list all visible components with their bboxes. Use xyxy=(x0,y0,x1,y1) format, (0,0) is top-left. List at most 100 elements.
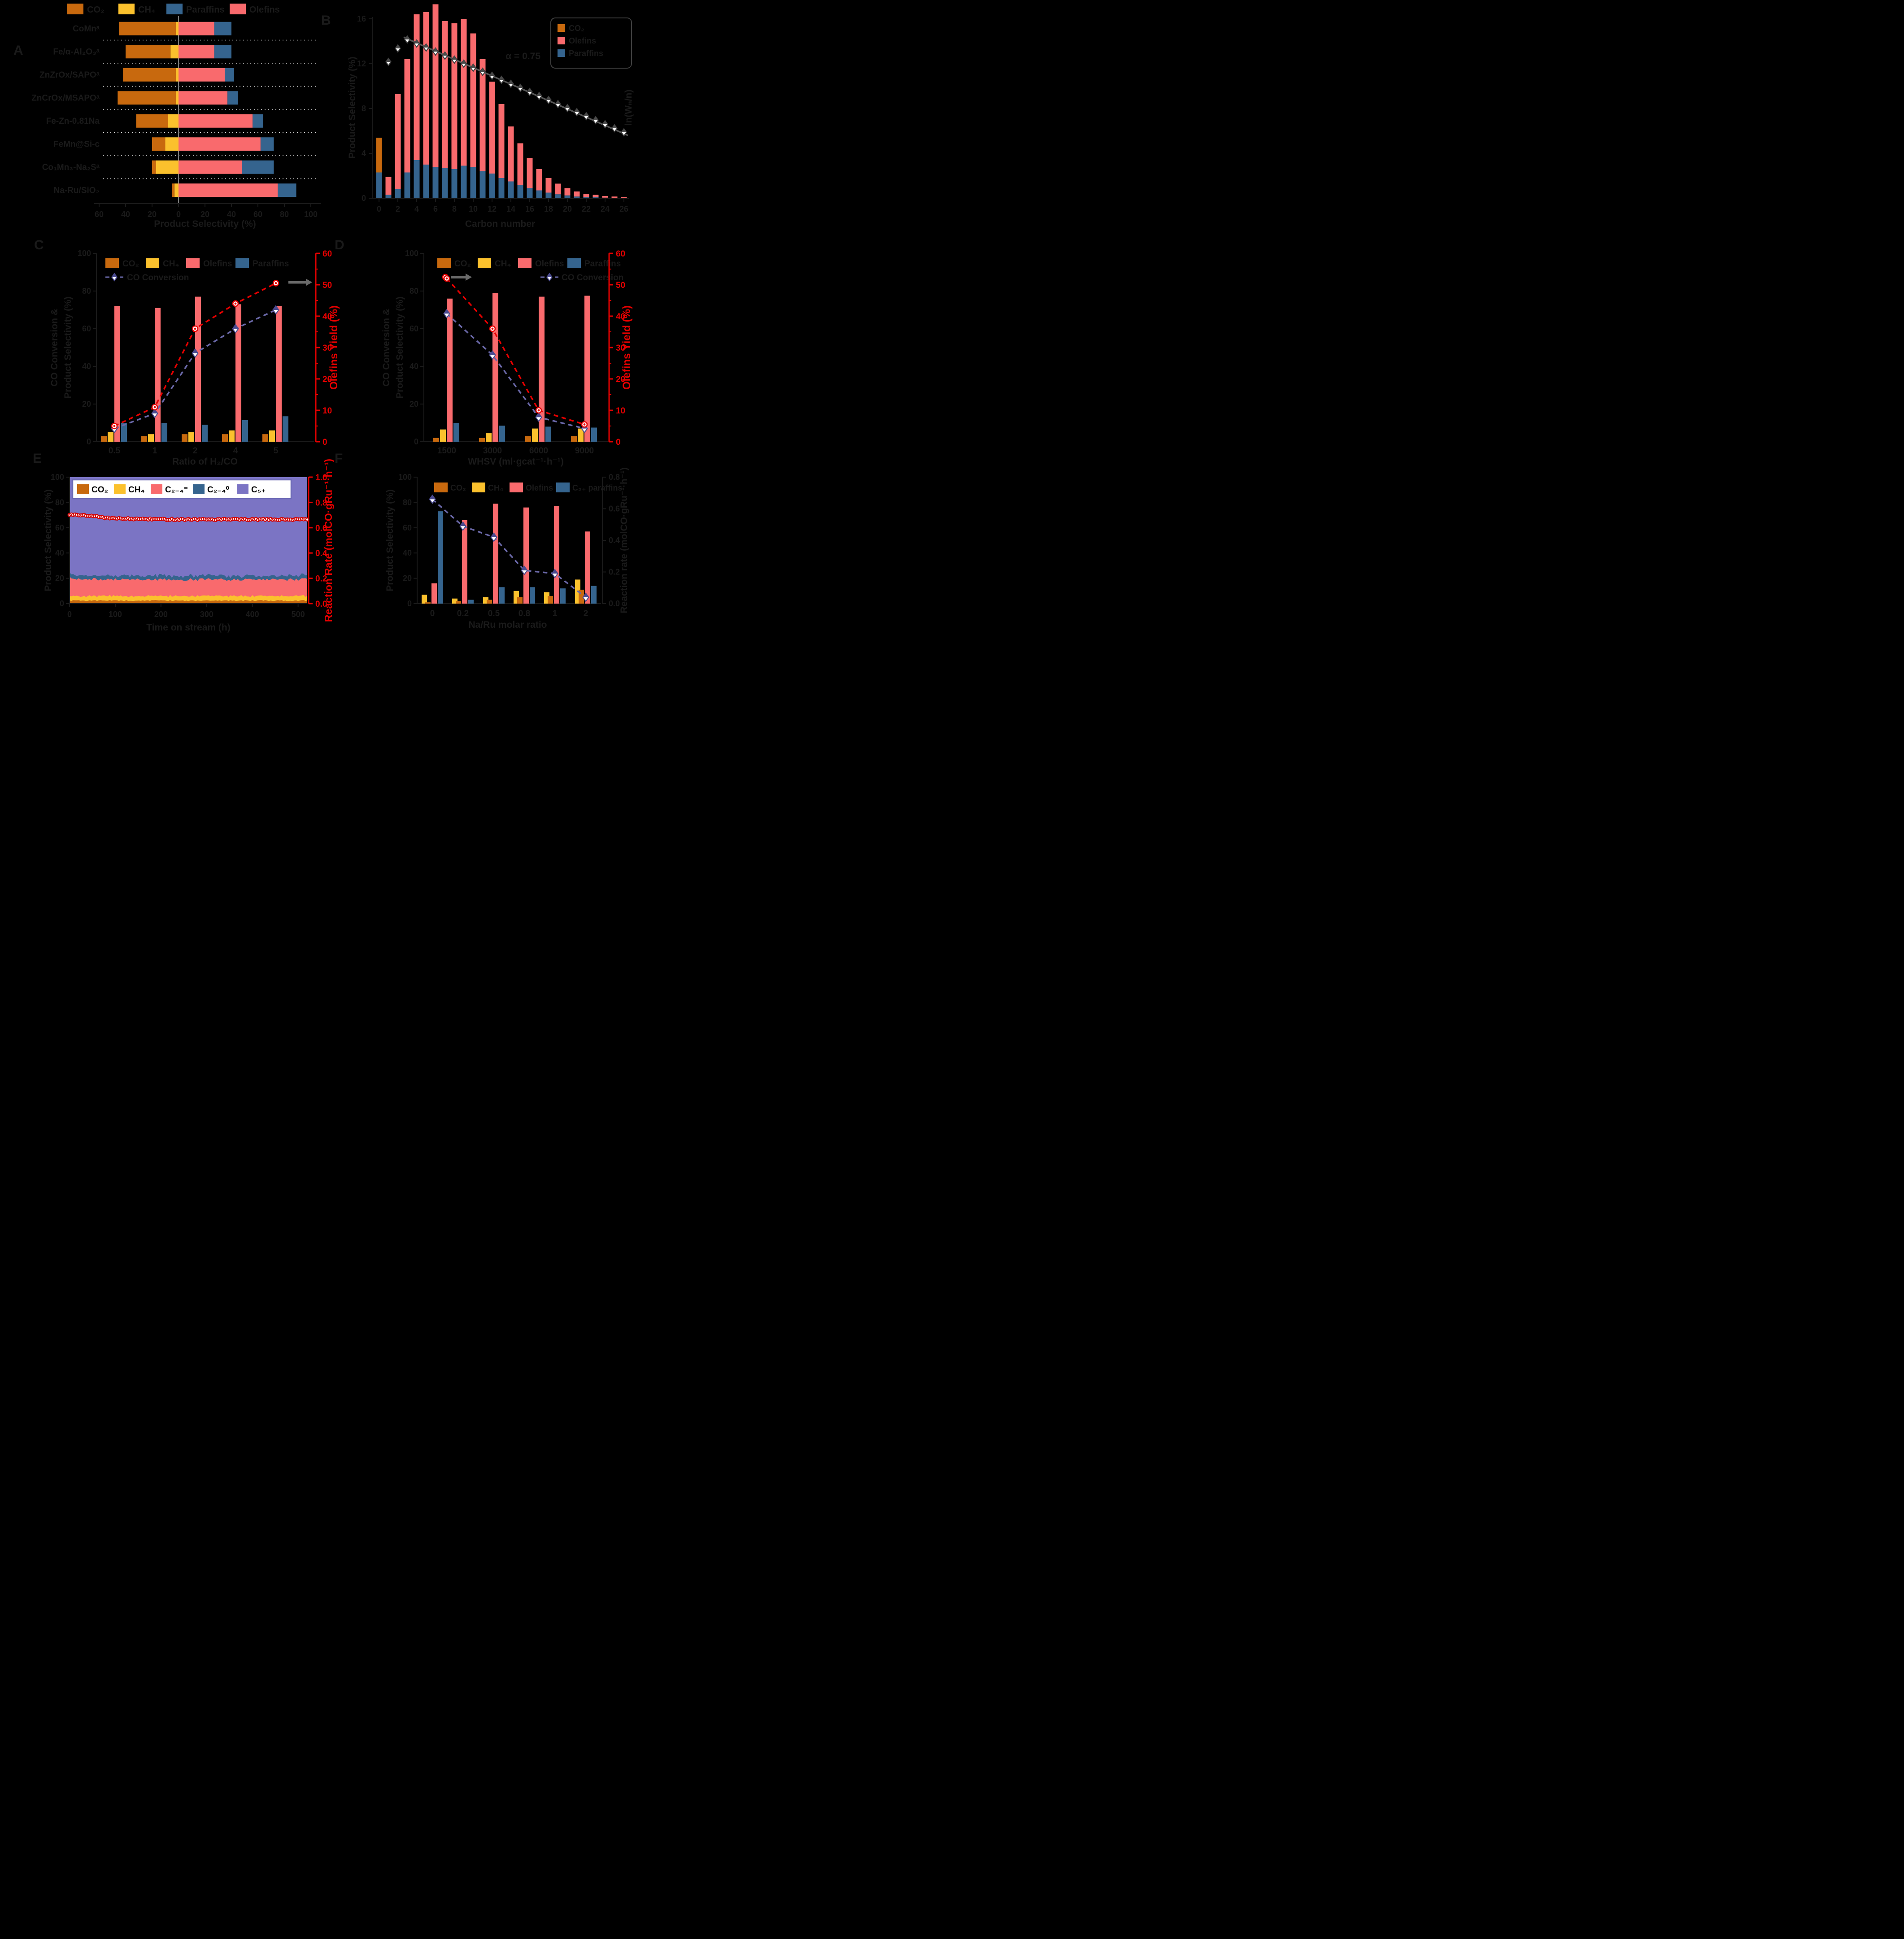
bar-ch4 xyxy=(176,91,179,105)
panel-a-label: A xyxy=(13,43,23,58)
panel-b-alpha-annotation: α = 0.75 xyxy=(505,51,540,61)
asf-diamond-marker xyxy=(508,80,514,84)
right-tick-label: 10 xyxy=(616,406,625,416)
x-tick-label: 26 xyxy=(619,204,628,213)
legend-swatch-CO₂ xyxy=(105,258,119,268)
bar-olefins xyxy=(179,91,228,105)
asf-diamond-marker xyxy=(518,84,523,88)
category-label: Na-Ru/SiO₂ xyxy=(54,186,100,195)
co-conversion-marker xyxy=(273,306,279,310)
bar-paraffins xyxy=(161,423,167,442)
bar-co2 xyxy=(487,600,492,604)
asf-diamond-marker xyxy=(414,40,419,43)
right-tick-label: 40 xyxy=(616,312,625,322)
bar-paraffins xyxy=(499,587,505,604)
y-tick-label: 100 xyxy=(78,249,91,258)
legend-swatch-CO₂ xyxy=(437,258,451,268)
bar-co2 xyxy=(517,597,523,604)
bar-co2 xyxy=(571,436,577,442)
y-tick-label: 100 xyxy=(405,249,418,258)
bar-olefins xyxy=(179,22,214,35)
bar-paraffins xyxy=(225,68,234,82)
panel-e-xlabel: Time on stream (h) xyxy=(146,622,230,633)
asf-diamond-marker xyxy=(461,60,466,64)
bar-ch4 xyxy=(229,430,235,442)
rate-marker xyxy=(552,570,558,574)
y-tick-label: 12 xyxy=(357,59,366,68)
y-tick-label: 60 xyxy=(82,324,91,333)
bar-ch4 xyxy=(176,68,179,82)
legend-swatch-CO₂ xyxy=(77,484,89,494)
x-tick-label: 4 xyxy=(233,446,238,456)
legend-label: Paraffins xyxy=(584,259,621,269)
right-tick-label: 0.6 xyxy=(609,504,620,513)
x-tick-label: 20 xyxy=(563,204,572,213)
panel-d-label: D xyxy=(335,238,344,252)
asf-diamond-marker xyxy=(565,104,570,108)
olefins-yield-marker xyxy=(194,327,196,330)
right-tick-label: 0.0 xyxy=(609,599,620,608)
legend-box xyxy=(550,17,632,69)
bar-olefins xyxy=(404,59,410,173)
x-tick-label: 400 xyxy=(246,610,259,619)
x-tick-label: 10 xyxy=(469,204,478,213)
panel-a-xlabel: Product Selectivity (%) xyxy=(154,219,256,229)
bar-co2 xyxy=(118,91,176,105)
category-label: ZnZrOx/SAPOᵃ xyxy=(39,70,100,80)
y-tick-label: 20 xyxy=(55,574,64,583)
bar-olefins xyxy=(195,296,201,442)
asf-diamond-marker xyxy=(612,125,617,128)
right-tick-label: 0 xyxy=(322,438,327,447)
panel-c-xlabel: Ratio of H₂/CO xyxy=(172,456,238,467)
legend-swatch-Paraffins xyxy=(558,49,565,57)
x-tick-label: 6 xyxy=(433,204,438,213)
y-tick-label: 80 xyxy=(55,498,64,507)
y-tick-label: 40 xyxy=(403,548,412,557)
x-tick-label: 60 xyxy=(95,210,104,219)
bar-olefins xyxy=(179,183,278,197)
bar-ch4 xyxy=(440,429,446,442)
bar-paraffins xyxy=(545,426,551,442)
x-tick-label: 0 xyxy=(67,610,72,619)
rate-marker xyxy=(491,533,497,537)
asf-diamond-marker xyxy=(423,44,429,48)
x-tick-label: 1 xyxy=(553,609,558,618)
rate-marker xyxy=(429,495,436,500)
co-conversion-marker xyxy=(489,351,496,355)
olefins-yield-marker xyxy=(537,409,540,412)
panel-d-ylabel-1: CO Conversion & xyxy=(381,309,392,387)
bar-olefins xyxy=(179,137,261,151)
bar-ch4 xyxy=(108,432,113,442)
bar-co2 xyxy=(126,45,171,59)
bar-paraffins xyxy=(530,587,535,604)
bar-paraffins xyxy=(242,420,248,442)
co-conversion-marker xyxy=(152,409,158,413)
legend-label: Paraffins xyxy=(253,259,289,269)
panel-c-label: C xyxy=(34,238,44,252)
legend-swatch-CH₄ xyxy=(146,258,159,268)
bar-olefins xyxy=(498,104,505,178)
legend-label: CH₄ xyxy=(163,259,179,269)
legend-swatch-C₅₊ xyxy=(237,484,248,494)
bar-ch4 xyxy=(176,22,179,35)
bar-paraffins xyxy=(214,22,231,35)
legend-label: Paraffins xyxy=(186,5,225,15)
x-tick-label: 0.5 xyxy=(488,609,500,618)
bar-olefins xyxy=(479,59,486,171)
asf-diamond-marker xyxy=(433,48,438,52)
legend-swatch-Paraffins xyxy=(235,258,249,268)
x-tick-label: 1500 xyxy=(437,446,456,456)
bar-olefins xyxy=(523,507,529,604)
legend-label: CH₄ xyxy=(488,483,504,492)
legend-swatch-CH₄ xyxy=(472,483,485,492)
olefins-yield-marker xyxy=(491,327,494,330)
legend-label-co-conversion: CO Conversion xyxy=(127,273,189,283)
y-tick-label: 20 xyxy=(403,574,412,583)
x-tick-label: 16 xyxy=(525,204,534,213)
panel-e-right-label: Reaction Rate (molCO·gRu⁻¹·h⁻¹) xyxy=(322,459,334,622)
x-tick-label: 2 xyxy=(193,446,198,456)
asf-fit-line xyxy=(403,36,628,136)
bar-paraffins xyxy=(517,185,523,198)
y-tick-label: 60 xyxy=(410,324,418,333)
category-label: Fe/α-Al₂O₃ᵃ xyxy=(53,47,100,57)
